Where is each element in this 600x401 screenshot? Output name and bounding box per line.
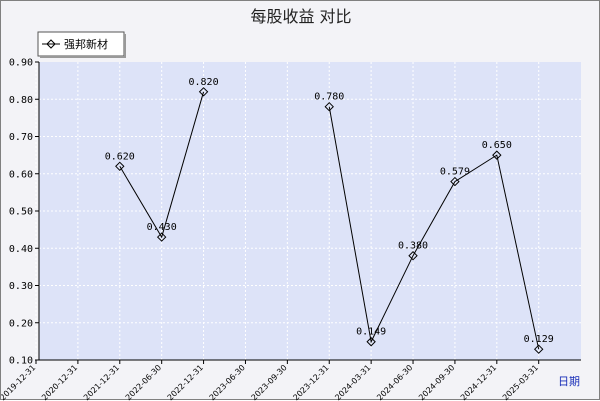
legend-shadow-bottom [40, 56, 126, 58]
data-point [450, 176, 460, 187]
data-point [408, 250, 418, 261]
data-label: 0.430 [147, 222, 177, 233]
data-label: 0.650 [482, 140, 512, 151]
x-tick-label: 2024-09-30 [417, 363, 456, 401]
legend-entry-label: 强邦新材 [64, 37, 108, 51]
plot-area [39, 62, 581, 360]
x-tick-label: 2023-09-30 [250, 363, 289, 401]
legend: 强邦新材 [37, 31, 126, 58]
y-tick-label: 0.30 [9, 281, 33, 292]
x-tick-label: 2022-06-30 [124, 363, 163, 401]
data-label: 0.129 [524, 334, 554, 345]
data-point [115, 161, 125, 172]
y-tick-label: 0.80 [9, 95, 33, 106]
y-tick-label: 0.60 [9, 169, 33, 180]
x-tick-label: 2023-12-31 [291, 363, 330, 401]
x-tick-label: 2020-12-31 [40, 363, 79, 401]
x-tick-label: 2024-03-31 [333, 363, 372, 401]
y-tick-label: 0.90 [9, 58, 33, 69]
legend-shadow [124, 34, 126, 58]
data-point [534, 344, 544, 354]
y-tick-label: 0.10 [9, 356, 33, 367]
series-line [119, 91, 205, 239]
data-point [324, 101, 334, 112]
data-label: 0.780 [314, 92, 344, 103]
x-tick-label: 2024-12-31 [459, 363, 498, 401]
data-label: 0.620 [105, 151, 135, 162]
x-tick-label: 2019-12-31 [1, 363, 37, 401]
legend-marker-icon [46, 39, 56, 49]
x-axis-label: 日期 [558, 375, 580, 388]
chart-title: 每股收益 对比 [250, 7, 351, 26]
x-axis-ticks: 2019-12-31 2020-12-31 2021-12-31 2022-06-30… [1, 360, 540, 401]
series-layer: 0.620 0.430 0.820 0.780 0.149 0.380 0.579 0.650… [105, 77, 554, 354]
y-tick-label: 0.20 [9, 318, 33, 329]
y-tick-label: 0.50 [9, 207, 33, 218]
data-point [366, 337, 376, 347]
x-tick-label: 2025-03-31 [501, 363, 540, 401]
data-point [198, 87, 209, 97]
series-line [328, 106, 540, 350]
x-tick-label: 2024-06-30 [375, 363, 414, 401]
data-label: 0.820 [189, 77, 219, 88]
data-label: 0.149 [356, 327, 386, 338]
x-tick-label: 2021-12-31 [82, 363, 121, 401]
data-point [156, 232, 167, 242]
x-tick-label: 2023-06-30 [208, 363, 247, 401]
y-tick-label: 0.40 [9, 244, 33, 255]
data-label: 0.579 [440, 167, 470, 178]
x-tick-label: 2022-12-31 [166, 363, 205, 401]
grid-lines [35, 62, 581, 360]
y-axis-ticks: 0.90 0.80 0.70 0.60 0.50 0.40 0.30 0.20 0.10 [9, 58, 39, 367]
data-label: 0.380 [398, 241, 428, 252]
y-tick-label: 0.70 [9, 132, 33, 143]
data-point [492, 150, 502, 160]
